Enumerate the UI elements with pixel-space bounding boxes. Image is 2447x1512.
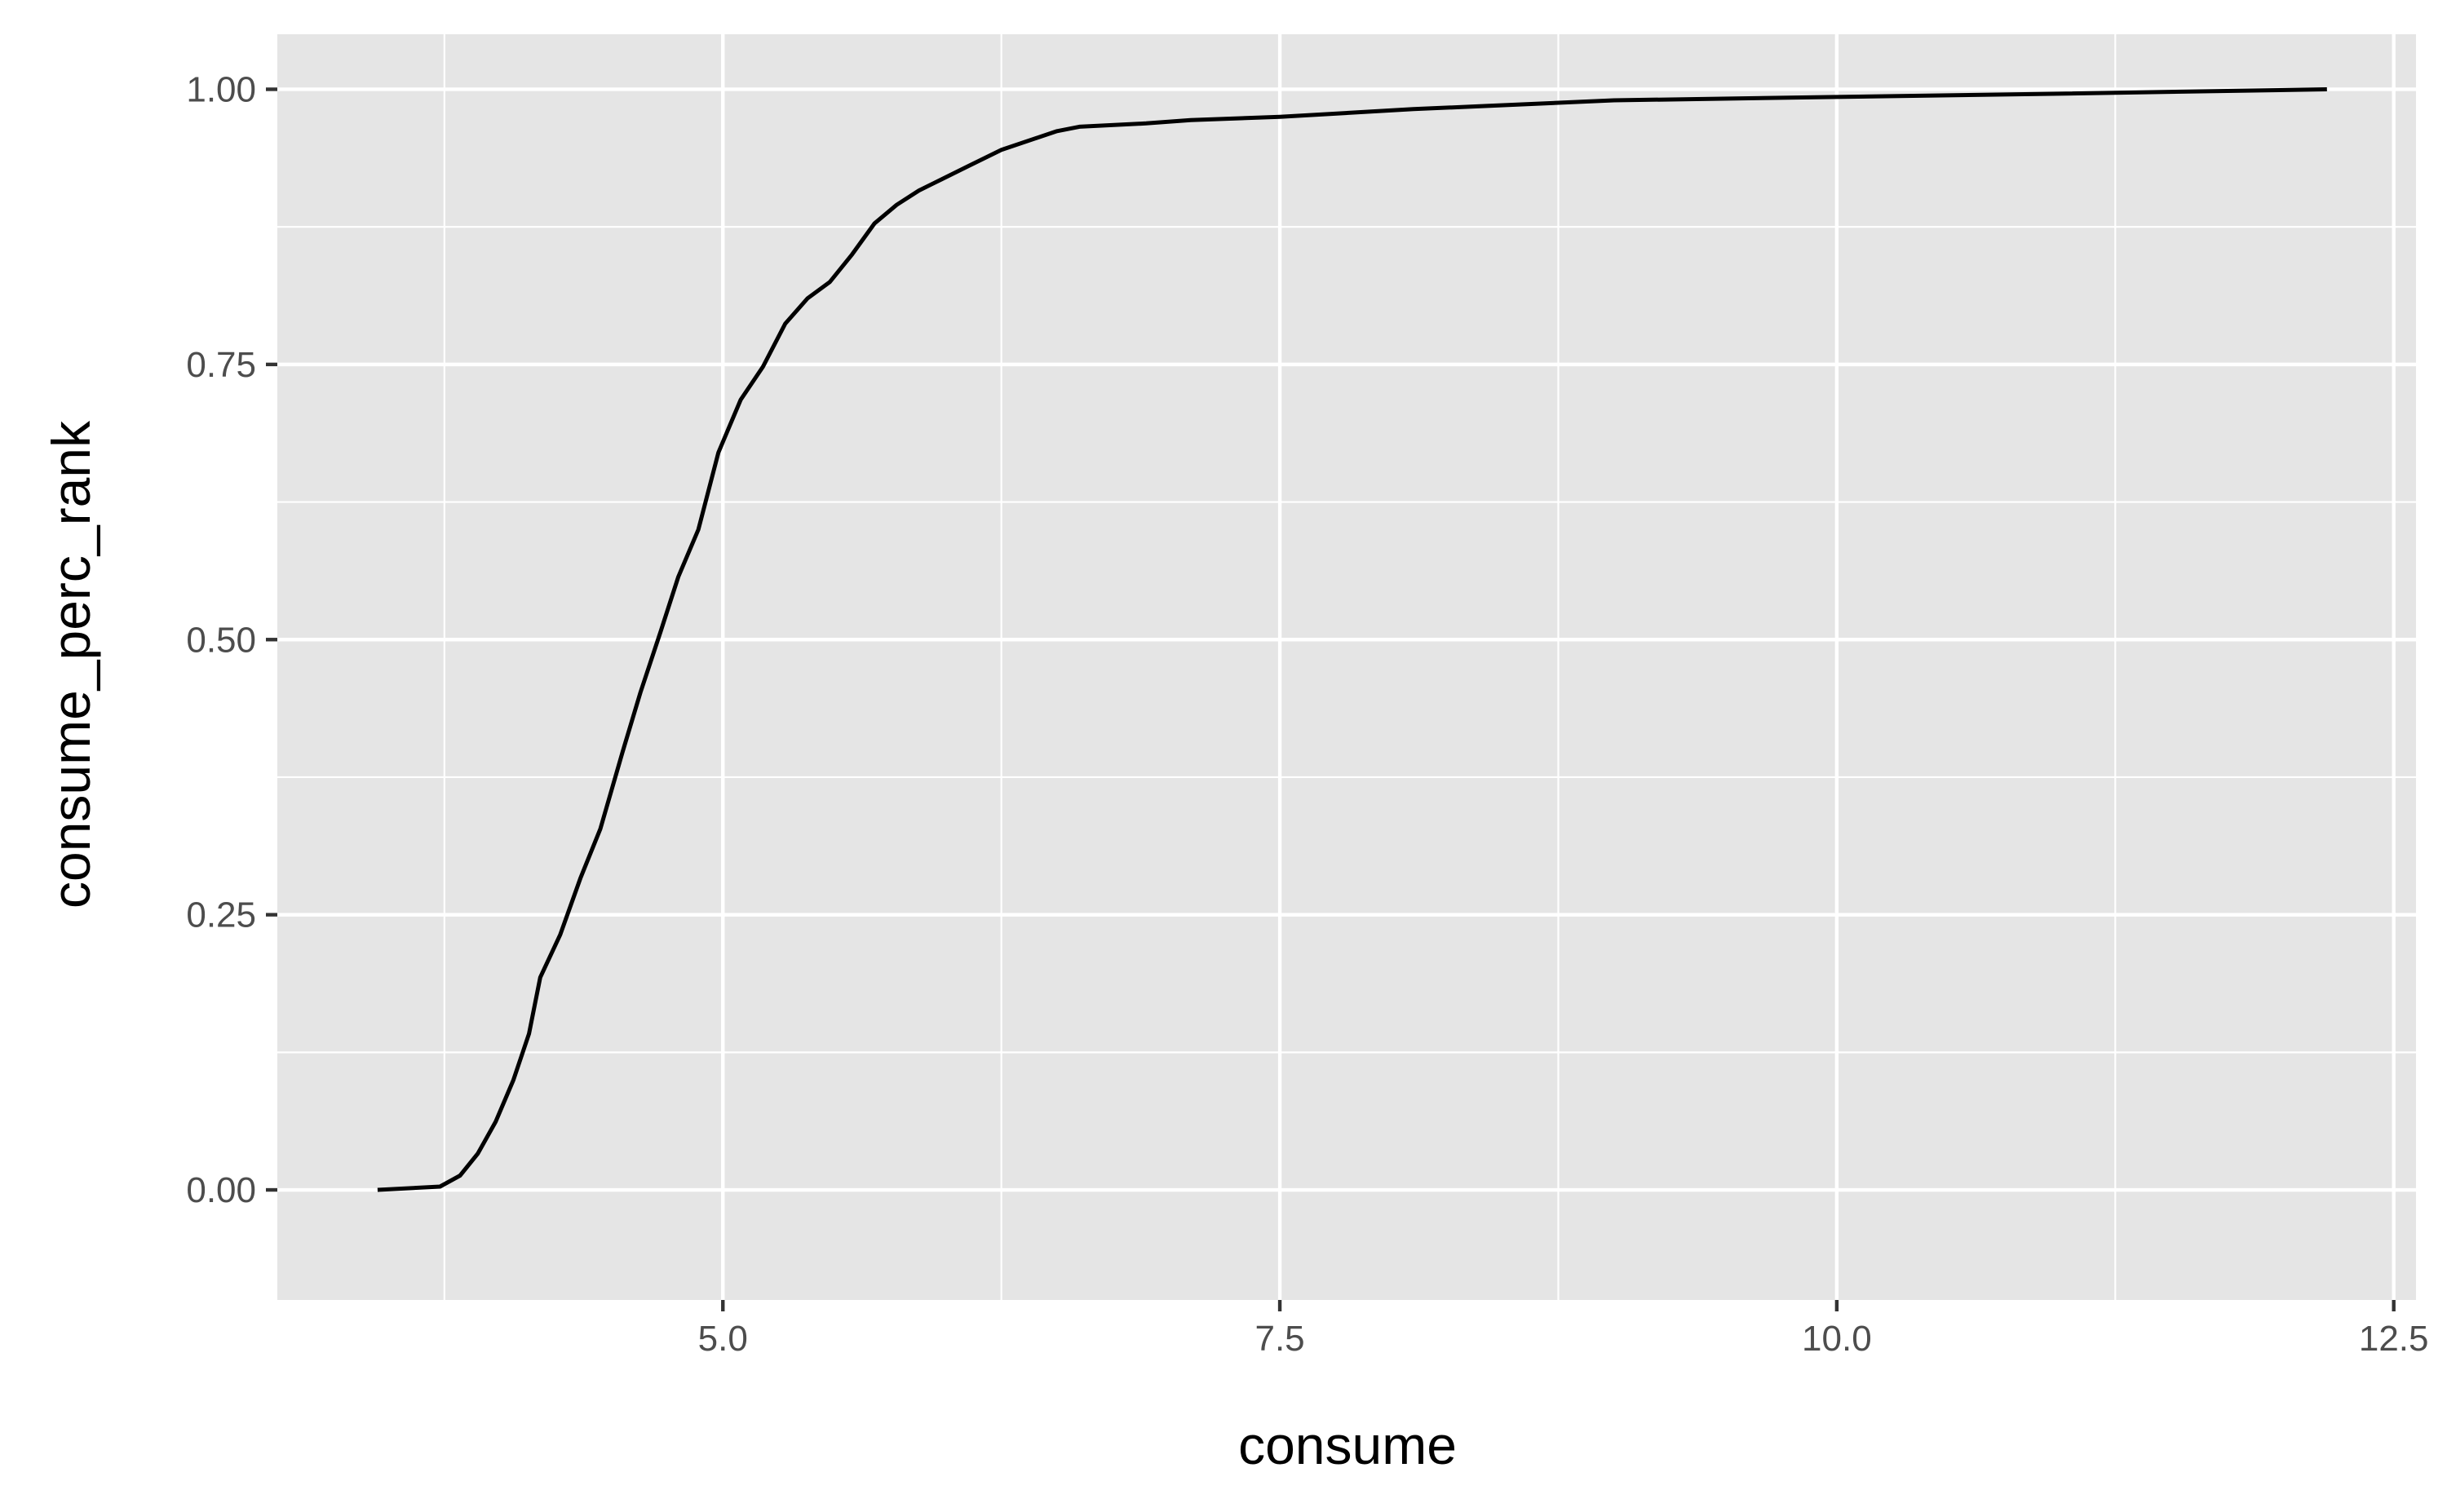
y-tick-label: 0.75 [186,345,256,385]
x-tick-label: 12.5 [2359,1319,2429,1359]
x-tick-label: 10.0 [1802,1319,1872,1359]
x-tick-label: 5.0 [698,1319,748,1359]
x-tick-label: 7.5 [1254,1319,1304,1359]
series-line [377,87,2327,1192]
y-axis-title: consume_perc_rank [41,420,101,909]
y-tick-label: 0.25 [186,895,256,935]
x-axis-title: consume [1238,1415,1457,1475]
y-tick-label: 0.00 [186,1170,256,1210]
y-tick-label: 0.50 [186,620,256,660]
plot-panel [277,34,2416,1300]
y-tick-label: 1.00 [186,69,256,109]
